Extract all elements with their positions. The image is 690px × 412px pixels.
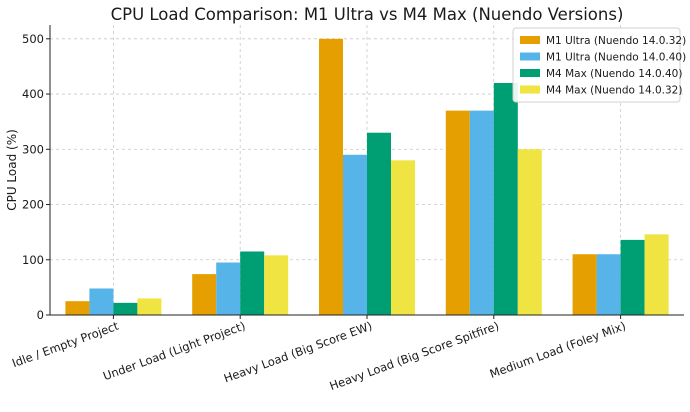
bar-series-3-cat-2 — [391, 160, 415, 315]
bar-series-0-cat-0 — [65, 301, 90, 315]
bar-series-0-cat-4 — [572, 254, 597, 315]
bar-series-3-cat-4 — [644, 234, 669, 315]
chart-title: CPU Load Comparison: M1 Ultra vs M4 Max … — [111, 5, 624, 24]
bar-series-2-cat-1 — [240, 251, 265, 315]
legend-swatch — [520, 36, 540, 44]
legend-entry: M1 Ultra (Nuendo 14.0.40) — [546, 52, 686, 64]
legend-entry: M4 Max (Nuendo 14.0.32) — [546, 85, 682, 97]
legend: M1 Ultra (Nuendo 14.0.32) M1 Ultra (Nuend… — [512, 27, 686, 103]
y-tick-label: 100 — [22, 253, 44, 267]
bar-series-0-cat-3 — [445, 110, 470, 315]
y-ticks: 0 100 200 300 400 500 — [22, 32, 50, 322]
bar-series-2-cat-3 — [493, 83, 518, 315]
bar-series-2-cat-4 — [620, 239, 645, 315]
legend-entry: M1 Ultra (Nuendo 14.0.32) — [546, 35, 686, 47]
y-tick-label: 0 — [37, 308, 44, 322]
bar-series-0-cat-2 — [319, 38, 343, 316]
bar-series-3-cat-0 — [137, 298, 162, 315]
bar-series-1-cat-1 — [216, 262, 241, 315]
legend-entry: M4 Max (Nuendo 14.0.40) — [546, 68, 682, 80]
bar-series-0-cat-1 — [192, 274, 217, 315]
legend-box — [512, 27, 681, 103]
bar-series-1-cat-0 — [89, 288, 114, 315]
bar-series-3-cat-3 — [517, 149, 542, 315]
x-tick-label: Idle / Empty Project — [10, 318, 121, 370]
bars-layer — [65, 38, 669, 316]
y-tick-label: 200 — [22, 198, 44, 212]
y-tick-label: 400 — [22, 87, 44, 101]
y-axis-label: CPU Load (%) — [5, 129, 19, 211]
y-tick-label: 300 — [22, 142, 44, 156]
bar-series-2-cat-2 — [367, 132, 391, 315]
legend-swatch — [520, 85, 540, 94]
y-tick-label: 500 — [22, 32, 44, 46]
bar-series-1-cat-4 — [596, 254, 621, 315]
legend-swatch — [520, 52, 540, 61]
bar-series-3-cat-1 — [264, 255, 289, 315]
x-tick-label: Medium Load (Foley Mix) — [488, 319, 628, 381]
bar-series-1-cat-2 — [343, 154, 367, 315]
bar-series-1-cat-3 — [469, 110, 494, 315]
bar-series-2-cat-0 — [113, 302, 138, 315]
legend-swatch — [520, 69, 540, 77]
